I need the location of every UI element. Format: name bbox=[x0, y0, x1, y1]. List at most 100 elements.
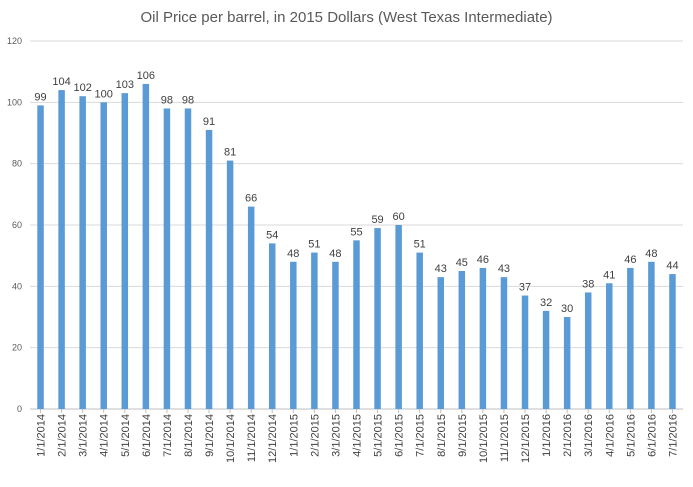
data-label: 44 bbox=[666, 260, 678, 272]
data-label: 66 bbox=[245, 193, 257, 205]
data-label: 103 bbox=[116, 79, 134, 91]
y-tick-label: 20 bbox=[12, 343, 22, 353]
data-label: 48 bbox=[329, 248, 341, 260]
bar bbox=[184, 108, 192, 409]
data-label: 55 bbox=[350, 226, 362, 238]
data-label: 37 bbox=[519, 282, 531, 294]
y-tick-label: 0 bbox=[17, 404, 22, 414]
data-label: 81 bbox=[224, 147, 236, 159]
data-label: 91 bbox=[203, 116, 215, 128]
data-label: 54 bbox=[266, 229, 278, 241]
y-tick-label: 100 bbox=[7, 97, 22, 107]
data-label: 102 bbox=[73, 82, 91, 94]
data-label: 48 bbox=[287, 248, 299, 260]
x-tick-label: 3/1/2014 bbox=[78, 414, 90, 457]
y-tick-label: 80 bbox=[12, 159, 22, 169]
bar bbox=[542, 310, 550, 409]
bar bbox=[458, 271, 466, 409]
x-tick-label: 1/1/2015 bbox=[288, 414, 300, 457]
bar bbox=[648, 261, 655, 409]
x-tick-label: 7/1/2015 bbox=[415, 414, 427, 457]
x-tick-label: 1/1/2016 bbox=[541, 414, 553, 457]
bar bbox=[58, 90, 65, 410]
x-tick-label: 2/1/2016 bbox=[562, 414, 574, 457]
x-tick-label: 10/1/2014 bbox=[225, 414, 237, 463]
y-tick-label: 40 bbox=[12, 281, 22, 291]
x-tick-label: 4/1/2014 bbox=[99, 414, 111, 457]
bar bbox=[205, 129, 213, 409]
data-label: 48 bbox=[645, 248, 657, 260]
x-tick-label: 10/1/2015 bbox=[478, 414, 490, 463]
x-tick-label: 9/1/2014 bbox=[204, 414, 216, 457]
x-tick-label: 12/1/2015 bbox=[520, 414, 532, 463]
x-tick-label: 7/1/2016 bbox=[667, 414, 679, 457]
bar bbox=[416, 252, 423, 409]
data-label: 38 bbox=[582, 278, 594, 290]
data-label: 59 bbox=[371, 214, 383, 226]
data-label: 46 bbox=[477, 254, 489, 266]
bar bbox=[584, 292, 592, 409]
bar bbox=[627, 267, 634, 409]
data-label: 99 bbox=[34, 91, 46, 103]
x-tick-label: 11/1/2015 bbox=[499, 414, 511, 462]
y-tick-label: 60 bbox=[12, 220, 22, 230]
x-tick-label: 12/1/2014 bbox=[267, 414, 279, 463]
bar bbox=[479, 267, 487, 409]
bar bbox=[437, 277, 445, 409]
data-label: 45 bbox=[456, 257, 468, 269]
x-tick-label: 11/1/2014 bbox=[246, 414, 258, 462]
bar bbox=[311, 252, 318, 409]
bar bbox=[226, 160, 234, 409]
x-tick-label: 2/1/2015 bbox=[309, 414, 321, 457]
x-tick-label: 2/1/2014 bbox=[57, 414, 69, 457]
bar bbox=[353, 240, 360, 409]
data-label: 100 bbox=[95, 88, 113, 100]
data-label: 98 bbox=[161, 94, 173, 106]
x-tick-label: 6/1/2014 bbox=[141, 414, 153, 457]
bar bbox=[121, 93, 129, 409]
data-label: 43 bbox=[435, 263, 447, 275]
x-tick-label: 8/1/2014 bbox=[183, 414, 195, 457]
data-label: 30 bbox=[561, 303, 573, 315]
data-label: 51 bbox=[414, 239, 426, 251]
y-tick-label: 120 bbox=[7, 36, 22, 46]
data-label: 43 bbox=[498, 263, 510, 275]
bar bbox=[606, 283, 613, 409]
bar bbox=[374, 228, 381, 409]
data-label: 106 bbox=[137, 70, 155, 82]
data-label: 32 bbox=[540, 297, 552, 309]
x-tick-label: 4/1/2016 bbox=[604, 414, 616, 457]
x-tick-label: 3/1/2015 bbox=[330, 414, 342, 457]
data-label: 51 bbox=[308, 239, 320, 251]
x-tick-label: 4/1/2015 bbox=[352, 414, 364, 457]
bar bbox=[100, 102, 107, 409]
bar bbox=[563, 317, 571, 409]
bar bbox=[290, 261, 297, 409]
bar bbox=[79, 96, 86, 409]
data-label: 104 bbox=[52, 76, 70, 88]
bar bbox=[247, 206, 255, 409]
data-label: 98 bbox=[182, 94, 194, 106]
chart-title: Oil Price per barrel, in 2015 Dollars (W… bbox=[140, 9, 553, 26]
x-tick-label: 8/1/2015 bbox=[436, 414, 448, 457]
bar bbox=[142, 83, 150, 409]
x-tick-label: 5/1/2016 bbox=[625, 414, 637, 457]
x-tick-label: 5/1/2015 bbox=[373, 414, 385, 457]
x-tick-label: 6/1/2016 bbox=[646, 414, 658, 457]
bar bbox=[37, 105, 44, 410]
bar bbox=[163, 108, 171, 409]
bar bbox=[521, 295, 529, 409]
x-tick-label: 1/1/2014 bbox=[36, 414, 48, 457]
bar bbox=[395, 225, 402, 409]
x-tick-label: 3/1/2016 bbox=[583, 414, 595, 457]
data-label: 41 bbox=[603, 269, 615, 281]
x-tick-label: 6/1/2015 bbox=[394, 414, 406, 457]
data-label: 46 bbox=[624, 254, 636, 266]
x-tick-label: 5/1/2014 bbox=[120, 414, 132, 457]
bar bbox=[500, 277, 508, 409]
data-label: 60 bbox=[393, 211, 405, 223]
x-tick-label: 7/1/2014 bbox=[162, 414, 174, 457]
bar bbox=[332, 261, 339, 409]
